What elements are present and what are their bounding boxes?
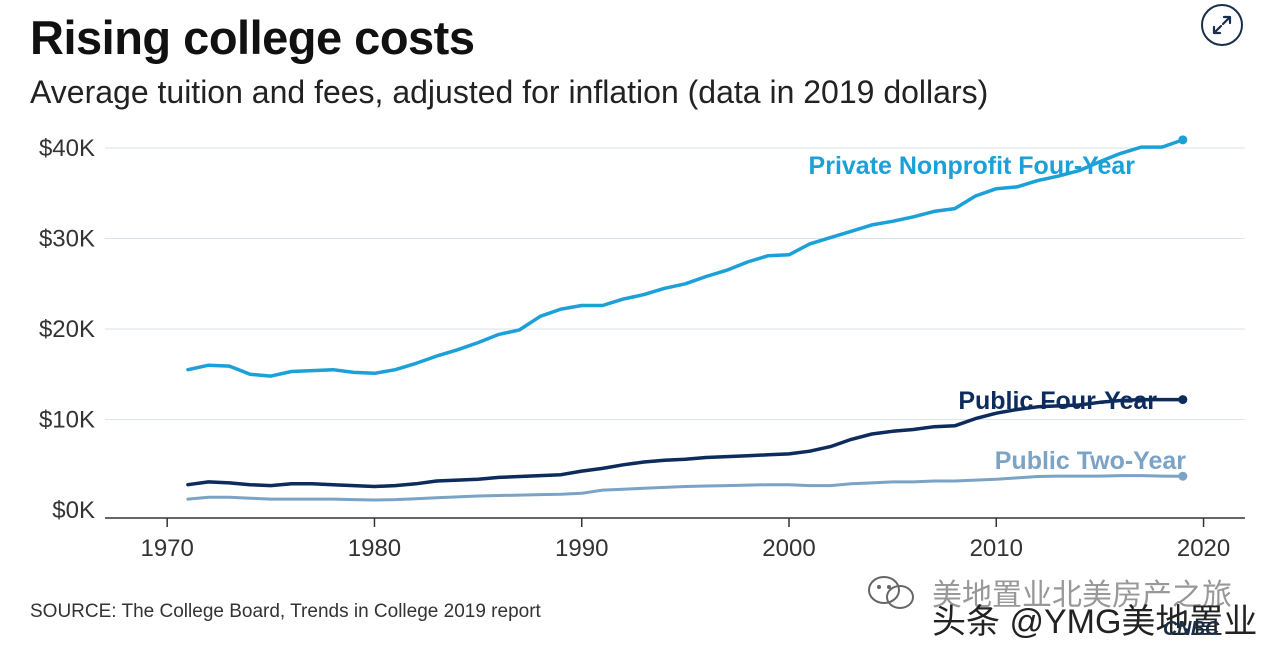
x-tick-label: 1980: [348, 535, 401, 562]
y-tick-label: $20K: [39, 316, 95, 343]
x-tick-label: 2000: [762, 535, 815, 562]
x-tick-label: 1970: [140, 535, 193, 562]
cnbc-logo: CNBC: [1163, 618, 1219, 640]
series-line-1: [186, 138, 1185, 378]
grid-layer: [105, 147, 1245, 420]
series-label-3: Public Two-Year: [995, 447, 1187, 475]
series-endpoint-2: [1178, 395, 1188, 405]
expand-button[interactable]: [1201, 4, 1243, 46]
x-tick-label: 2010: [970, 535, 1023, 562]
y-tick-label: $40K: [39, 135, 95, 162]
expand-icon: [1212, 15, 1232, 35]
series-line-2: [186, 397, 1185, 489]
y-tick-label: $30K: [39, 226, 95, 253]
x-tick-label: 2020: [1177, 535, 1230, 562]
x-tick-label: 1990: [555, 535, 608, 562]
label-layer: Private Nonprofit Four-Year Public Four-Y…: [809, 152, 1187, 475]
series-line-3: [186, 474, 1185, 502]
chart-subtitle: Average tuition and fees, adjusted for i…: [30, 74, 989, 110]
watermark-text-top: 美地置业北美房产之旅: [932, 579, 1232, 612]
series-endpoint-1: [1178, 135, 1188, 145]
series-endpoint-3: [1178, 471, 1188, 481]
axis-layer: $0K $10K $20K $30K $40K 1970 1980 1990 2000 2010 2…: [39, 135, 1245, 562]
y-tick-label: $0K: [52, 497, 95, 524]
series-label-2: Public Four-Year: [958, 387, 1157, 415]
watermark-text: 头条 @YMG美地置业: [932, 603, 1258, 641]
watermark-logo-icon: [866, 572, 918, 617]
chart-title: Rising college costs: [30, 11, 475, 64]
series-layer: [186, 135, 1188, 502]
y-tick-label: $10K: [39, 407, 95, 434]
source-note: SOURCE: The College Board, Trends in Col…: [30, 601, 541, 622]
series-label-1: Private Nonprofit Four-Year: [809, 152, 1136, 180]
